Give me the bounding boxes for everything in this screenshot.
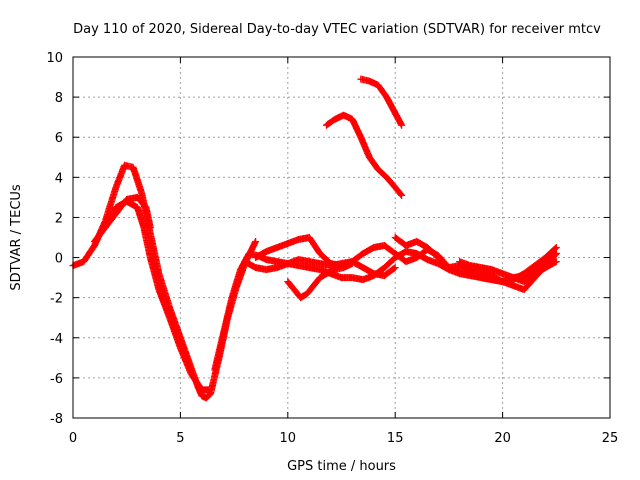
y-tick-label: 0	[55, 252, 63, 267]
chart-title: Day 110 of 2020, Sidereal Day-to-day VTE…	[73, 22, 601, 37]
series-markers	[323, 111, 406, 199]
series-markers	[357, 75, 406, 129]
y-axis-label: SDTVAR / TECUs	[9, 184, 24, 291]
x-tick-label: 5	[176, 431, 184, 446]
y-tick-label: 4	[55, 171, 63, 186]
x-tick-label: 10	[280, 431, 297, 446]
y-tick-label: 8	[55, 91, 63, 106]
y-tick-label: -4	[50, 332, 63, 347]
y-tick-label: 2	[55, 211, 63, 226]
series-arc-12	[357, 75, 406, 129]
y-tick-label: -8	[50, 412, 63, 427]
y-tick-label: 6	[55, 131, 63, 146]
x-axis-label: GPS time / hours	[287, 459, 396, 474]
plot-frame	[72, 56, 611, 419]
x-tick-label: 20	[494, 431, 511, 446]
x-tick-label: 0	[69, 431, 77, 446]
y-tick-label: 10	[46, 51, 63, 66]
series-markers	[69, 161, 214, 402]
x-tick-label: 25	[602, 431, 619, 446]
series-arc-3	[101, 193, 154, 231]
data-points	[69, 75, 560, 402]
y-tick-label: -2	[50, 292, 63, 307]
series-arc-8	[284, 260, 356, 302]
series-arc-10	[456, 258, 560, 286]
x-tick-label: 15	[387, 431, 404, 446]
axis-ticks: 0 5 10 15 20 25 -8 -6 -4 -2 0 2 4 6 8 10	[46, 51, 618, 446]
y-tick-label: -6	[50, 372, 63, 387]
series-arc-11	[323, 111, 406, 199]
series-arc-1	[69, 161, 214, 402]
